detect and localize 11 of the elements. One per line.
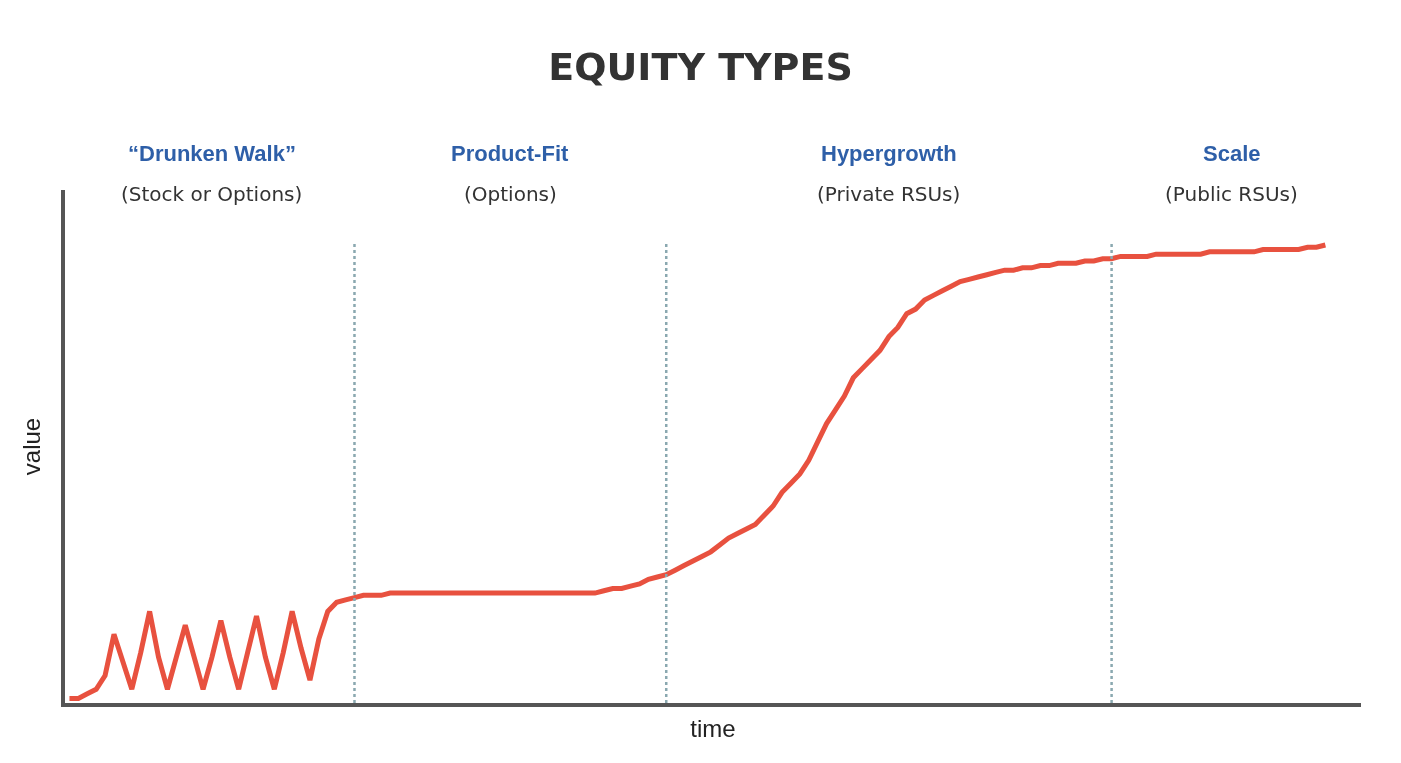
x-axis-title: time [690,714,736,742]
chart-title: EQUITY TYPES [548,45,853,90]
text: (Private RSUs) [817,182,961,206]
text: “Drunken Walk” [128,141,296,166]
text: (Stock or Options) [121,182,303,206]
text: (Public RSUs) [1165,182,1298,206]
text: Product-Fit [451,141,569,166]
y-axis-title: value [17,417,45,476]
text: Hypergrowth [821,141,957,166]
text: (Options) [464,182,557,206]
text: Scale [1203,141,1261,166]
